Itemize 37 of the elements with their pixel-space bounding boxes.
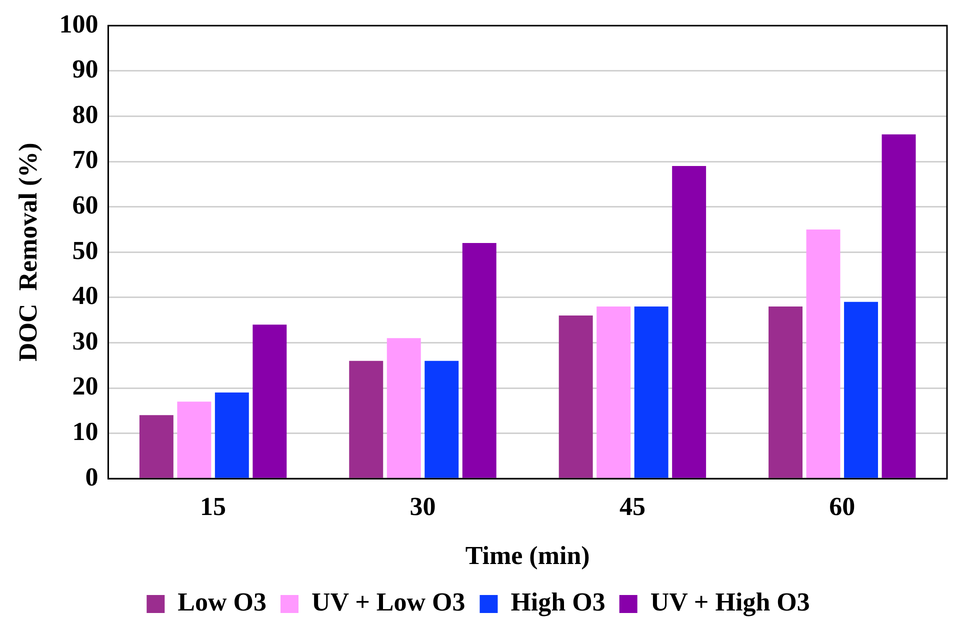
x-axis-title: Time (min) [465, 541, 590, 570]
x-tick-label: 15 [200, 492, 226, 521]
y-tick-label: 100 [59, 9, 98, 38]
bar [462, 243, 496, 478]
bar [349, 360, 384, 478]
y-tick-label: 70 [72, 145, 98, 174]
y-tick-label: 0 [85, 462, 98, 492]
y-tick-label: 20 [72, 372, 98, 401]
y-axis-title: DOC Removal (%) [13, 142, 42, 362]
x-tick-label: 45 [619, 492, 646, 521]
y-tick-label: 90 [72, 54, 98, 84]
y-tick-label: 10 [72, 417, 98, 446]
x-tick-label: 30 [410, 492, 436, 521]
bar [806, 229, 840, 478]
y-tick-label: 60 [72, 190, 98, 220]
bar [768, 306, 803, 478]
bar [214, 392, 249, 478]
legend-label: UV + Low O3 [312, 588, 466, 617]
legend-label: Low O3 [178, 588, 267, 617]
legend-label: UV + High O3 [650, 588, 810, 617]
bar [424, 360, 459, 478]
legend-label: High O3 [510, 588, 606, 617]
y-tick-label: 30 [72, 326, 98, 356]
bar [882, 134, 916, 478]
bar [672, 166, 706, 478]
y-tick-label: 50 [72, 236, 98, 265]
bar [386, 338, 421, 478]
bar [139, 415, 174, 478]
bar [252, 324, 287, 478]
bar [558, 316, 593, 478]
bar [177, 402, 212, 478]
bar [596, 306, 631, 478]
x-tick-label: 60 [829, 492, 856, 521]
y-tick-label: 80 [72, 100, 98, 129]
bar [634, 306, 668, 478]
y-tick-label: 40 [72, 281, 98, 310]
bar [844, 302, 878, 478]
